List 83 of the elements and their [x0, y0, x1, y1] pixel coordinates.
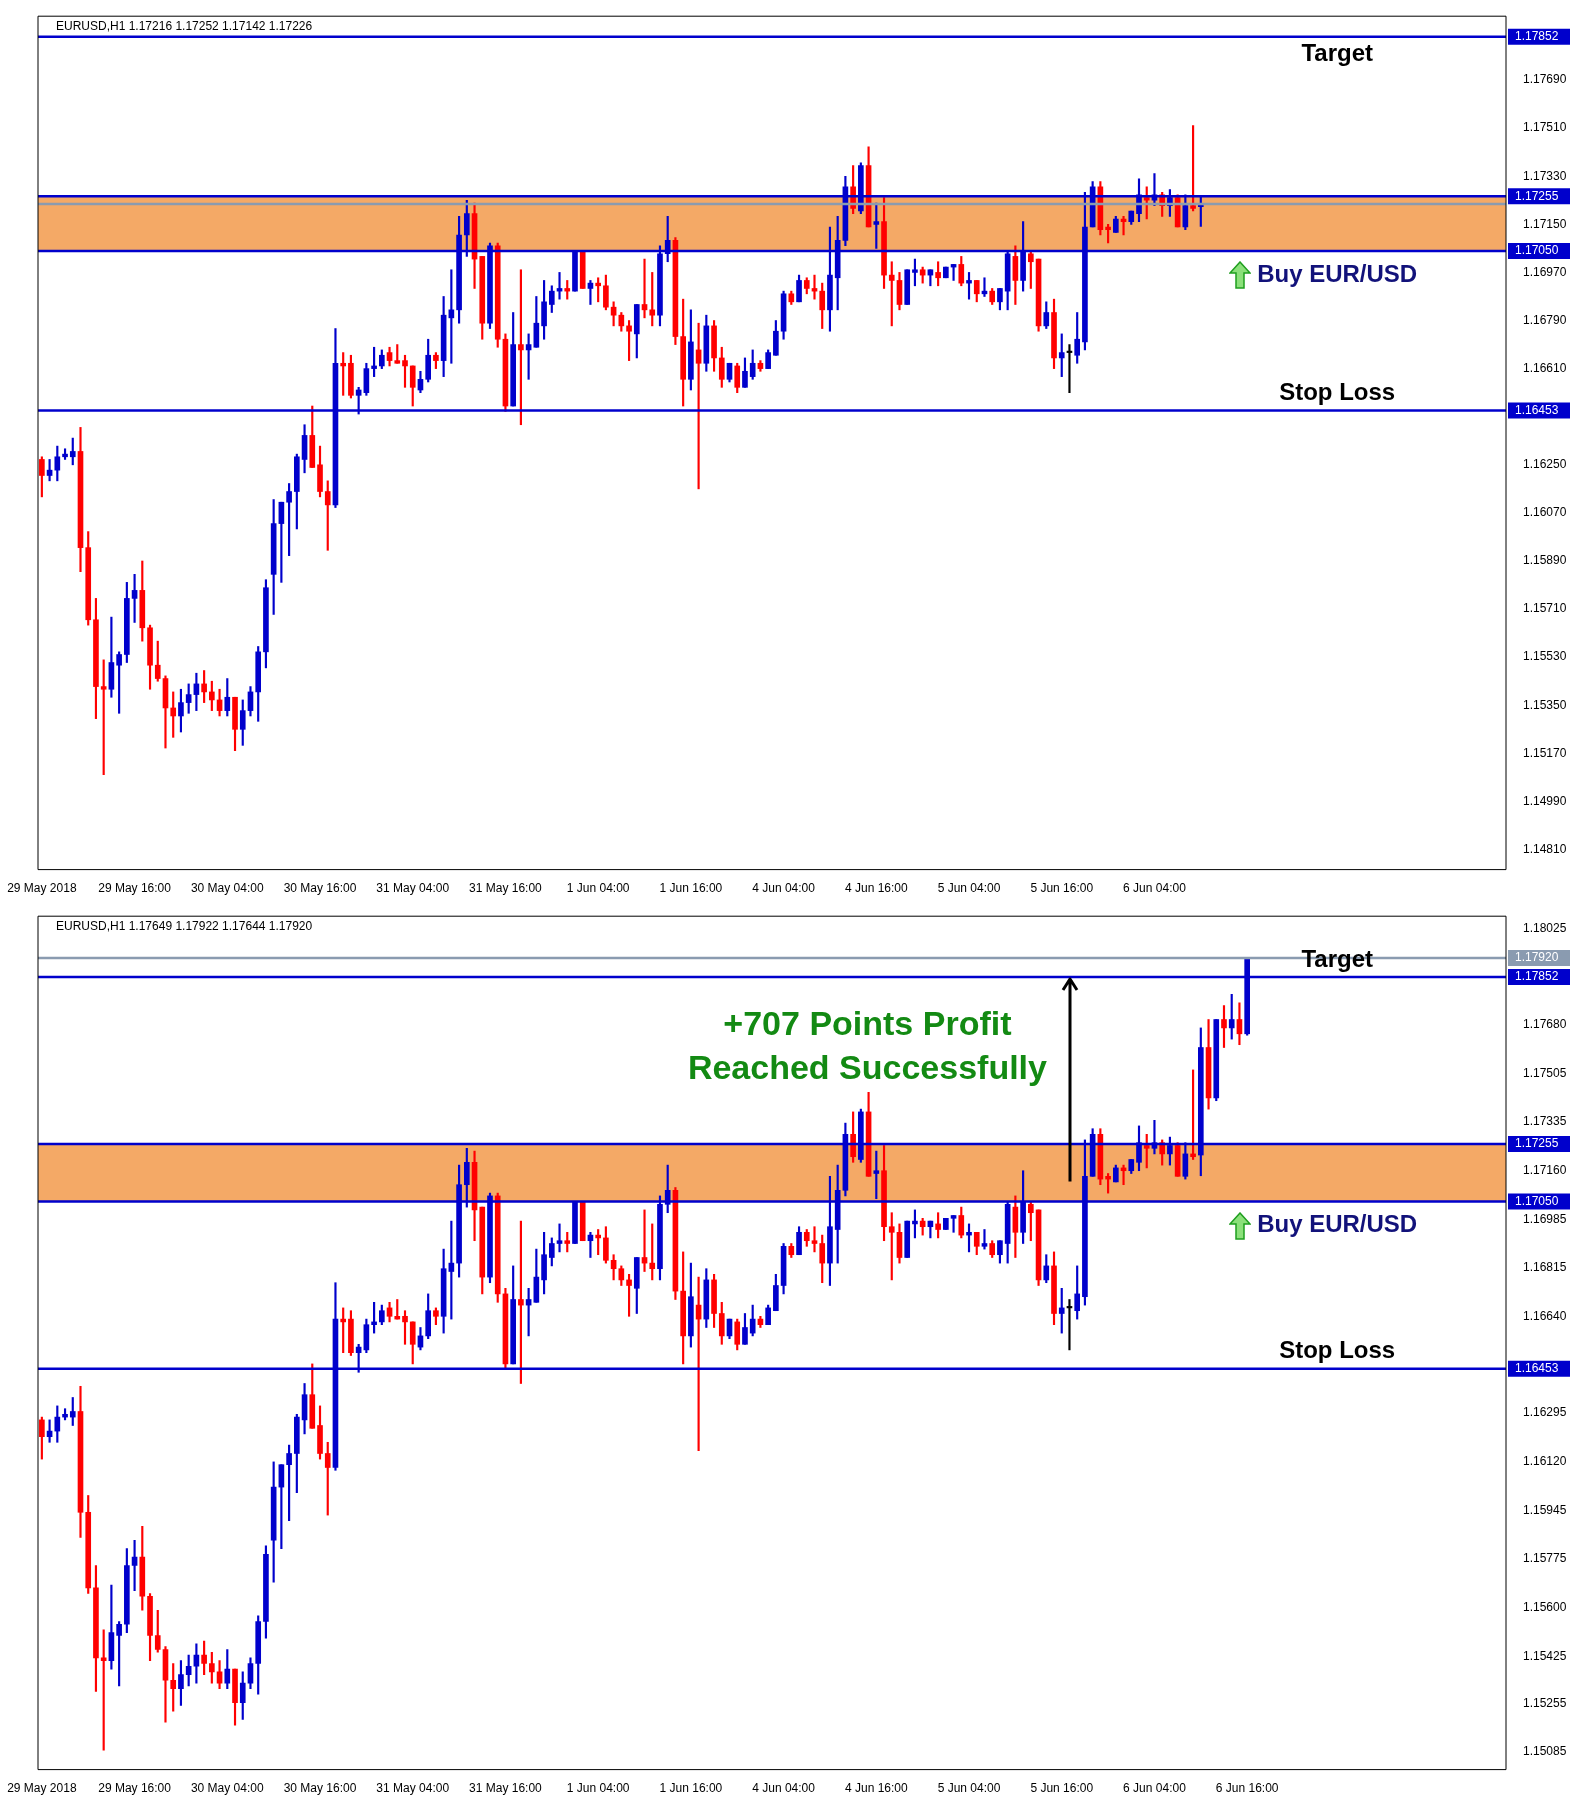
annotation: Target [1301, 39, 1373, 67]
ref-line-label: 1.17255 [1515, 188, 1559, 203]
x-tick-label: 31 May 16:00 [469, 1781, 543, 1796]
y-tick-label: 1.16295 [1523, 1405, 1567, 1420]
x-tick-label: 1 Jun 04:00 [566, 881, 630, 896]
y-tick-label: 1.16790 [1523, 312, 1567, 327]
x-tick-label: 5 Jun 04:00 [937, 881, 1001, 896]
y-tick-label: 1.18025 [1523, 920, 1567, 935]
y-tick-label: 1.16640 [1523, 1308, 1567, 1323]
x-tick-label: 4 Jun 16:00 [844, 881, 908, 896]
ref-line-label: 1.17050 [1515, 1193, 1559, 1208]
y-tick-label: 1.15350 [1523, 697, 1567, 712]
x-tick-label: 1 Jun 04:00 [566, 1781, 630, 1796]
y-tick-label: 1.17150 [1523, 216, 1567, 231]
y-tick-label: 1.17680 [1523, 1017, 1567, 1032]
x-tick-label: 1 Jun 16:00 [659, 1781, 723, 1796]
y-tick-label: 1.17330 [1523, 168, 1567, 183]
x-tick-label: 31 May 16:00 [469, 881, 543, 896]
x-tick-label: 1 Jun 16:00 [659, 881, 723, 896]
y-tick-label: 1.16120 [1523, 1454, 1567, 1469]
y-tick-label: 1.16815 [1523, 1259, 1567, 1274]
x-tick-label: 29 May 2018 [7, 1781, 77, 1796]
ref-line-label: 1.17852 [1515, 969, 1559, 984]
x-tick-label: 29 May 16:00 [98, 881, 172, 896]
candlestick [950, 1215, 957, 1233]
candlestick [811, 1226, 818, 1253]
y-tick-label: 1.16985 [1523, 1212, 1567, 1227]
ref-line-label: 1.17852 [1515, 29, 1559, 44]
y-tick-label: 1.15170 [1523, 745, 1567, 760]
x-tick-label: 30 May 16:00 [283, 1781, 357, 1796]
x-tick-label: 4 Jun 04:00 [752, 881, 816, 896]
x-tick-label: 5 Jun 04:00 [937, 1781, 1001, 1796]
x-tick-label: 30 May 04:00 [190, 881, 264, 896]
x-tick-label: 31 May 04:00 [376, 881, 450, 896]
candlestick [100, 1629, 107, 1751]
ref-line-label: 1.16453 [1515, 1360, 1559, 1375]
candlestick [131, 574, 138, 623]
ref-line-label: 1.17255 [1515, 1136, 1559, 1151]
annotation: +707 Points Profit Reached Successfully [687, 1003, 1048, 1086]
x-tick-label: 4 Jun 04:00 [752, 1781, 816, 1796]
y-tick-label: 1.16970 [1523, 264, 1567, 279]
y-tick-label: 1.15425 [1523, 1648, 1567, 1663]
annotation: Stop Loss [1279, 1336, 1396, 1364]
y-tick-label: 1.17690 [1523, 72, 1567, 87]
y-tick-label: 1.15945 [1523, 1503, 1567, 1518]
chart-title: EURUSD,H1 1.17649 1.17922 1.17644 1.17920 [56, 918, 313, 933]
x-tick-label: 31 May 04:00 [376, 1781, 450, 1796]
ref-line-label: 1.17050 [1515, 243, 1559, 258]
y-tick-label: 1.17510 [1523, 120, 1567, 135]
x-tick-label: 29 May 16:00 [98, 1781, 172, 1796]
x-tick-label: 29 May 2018 [7, 881, 77, 896]
y-tick-label: 1.15710 [1523, 601, 1567, 616]
y-tick-label: 1.17160 [1523, 1163, 1567, 1178]
x-tick-label: 6 Jun 04:00 [1123, 1781, 1187, 1796]
x-tick-label: 5 Jun 16:00 [1030, 1781, 1094, 1796]
annotation: Target [1301, 944, 1373, 972]
annotation: Stop Loss [1279, 378, 1396, 406]
chart-title: EURUSD,H1 1.17216 1.17252 1.17142 1.17226 [56, 18, 313, 33]
y-tick-label: 1.16070 [1523, 505, 1567, 520]
y-tick-label: 1.15890 [1523, 553, 1567, 568]
ref-line-label: 1.17920 [1515, 950, 1559, 965]
y-tick-label: 1.14990 [1523, 793, 1567, 808]
y-tick-label: 1.17335 [1523, 1114, 1567, 1129]
candlestick [556, 1223, 563, 1253]
annotation: Buy EUR/USD [1257, 259, 1418, 287]
x-tick-label: 6 Jun 04:00 [1123, 881, 1187, 896]
y-tick-label: 1.15600 [1523, 1599, 1567, 1614]
x-tick-label: 5 Jun 16:00 [1030, 881, 1094, 896]
y-tick-label: 1.16610 [1523, 360, 1567, 375]
x-tick-label: 30 May 16:00 [283, 881, 357, 896]
y-tick-label: 1.15530 [1523, 649, 1567, 664]
y-tick-label: 1.14810 [1523, 841, 1567, 856]
x-tick-label: 6 Jun 16:00 [1215, 1781, 1279, 1796]
x-tick-label: 30 May 04:00 [190, 1781, 264, 1796]
ref-line-label: 1.16453 [1515, 402, 1559, 417]
x-tick-label: 4 Jun 16:00 [844, 1781, 908, 1796]
candlestick [981, 1229, 988, 1250]
annotation: Buy EUR/USD [1257, 1210, 1418, 1238]
y-tick-label: 1.16250 [1523, 457, 1567, 472]
y-tick-label: 1.17505 [1523, 1066, 1567, 1081]
y-tick-label: 1.15775 [1523, 1550, 1567, 1565]
y-tick-label: 1.15085 [1523, 1743, 1567, 1758]
y-tick-label: 1.15255 [1523, 1696, 1567, 1711]
